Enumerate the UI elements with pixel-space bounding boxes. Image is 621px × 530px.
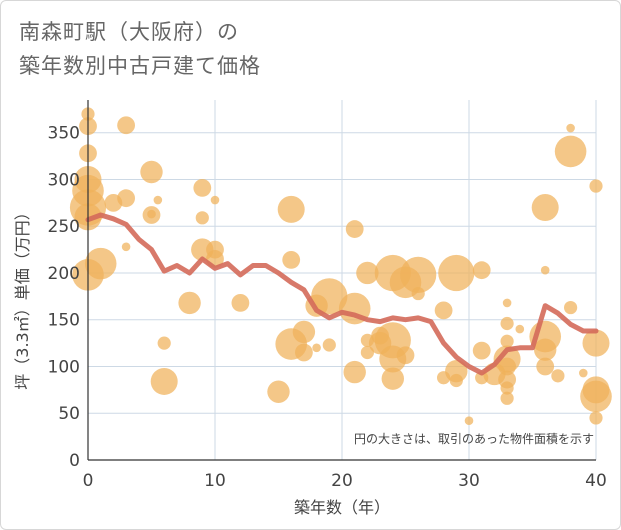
- bubble-point: [400, 256, 437, 293]
- bubble-point: [540, 265, 550, 275]
- bubble-point: [554, 135, 587, 168]
- chart-title: 南森町駅（大阪府）の 築年数別中古戸建て価格: [19, 15, 261, 83]
- bubble-point: [500, 334, 514, 348]
- y-tick-label: 200: [48, 264, 80, 284]
- bubble-point: [282, 250, 301, 269]
- bubble-point: [531, 194, 559, 222]
- bubble-point: [277, 195, 305, 223]
- x-tick-label: 0: [83, 471, 94, 491]
- bubble-point: [117, 116, 135, 135]
- bubble-point: [140, 160, 163, 184]
- x-tick-labels: 0 10 20 30 40: [83, 471, 607, 491]
- bubble-point: [500, 391, 514, 405]
- bubble-point: [396, 346, 415, 365]
- bubble-point: [117, 189, 135, 208]
- bubble-point: [150, 367, 178, 395]
- y-tick-labels: 0 50 100 150 200 250 300 350: [48, 124, 80, 471]
- grid-lines: [88, 100, 597, 460]
- bubble-point: [311, 278, 348, 315]
- bubble-point: [210, 195, 220, 205]
- bubble-point: [356, 261, 379, 285]
- bubble-point: [445, 359, 468, 383]
- bubble-point: [267, 380, 290, 403]
- bubble-point: [193, 178, 212, 197]
- bubble-point: [157, 336, 171, 350]
- x-tick-label: 40: [585, 471, 607, 491]
- bubble-point: [515, 324, 525, 334]
- bubble-point: [343, 360, 366, 384]
- chart-title-line-2: 築年数別中古戸建て価格: [19, 54, 261, 78]
- bubble-point: [231, 294, 250, 312]
- bubble-point: [589, 179, 603, 193]
- chart-title-line-1: 南森町駅（大阪府）の: [19, 20, 239, 44]
- bubble-point: [147, 209, 156, 219]
- bubble-point: [195, 211, 209, 225]
- bubble-point: [472, 341, 491, 360]
- bubble-point: [498, 357, 516, 376]
- bubble-point: [295, 343, 313, 362]
- y-tick-label: 100: [48, 357, 80, 377]
- y-tick-label: 150: [48, 311, 80, 331]
- bubble-point: [121, 242, 131, 252]
- bubble-point: [178, 291, 201, 315]
- x-tick-label: 30: [458, 471, 480, 491]
- bubble-point: [534, 338, 557, 361]
- bubble-layer: [69, 107, 612, 426]
- bubble-size-note: 円の大きさは、取引のあった物件面積を示す: [354, 431, 594, 446]
- x-axis-label: 築年数（年）: [294, 498, 390, 517]
- bubble-point: [536, 357, 555, 376]
- bubble-point: [292, 320, 316, 344]
- y-tick-label: 250: [48, 217, 80, 237]
- bubble-point: [551, 369, 565, 383]
- bubble-point: [502, 298, 512, 308]
- x-tick-label: 10: [204, 471, 226, 491]
- bubble-point: [582, 329, 610, 357]
- bubble-point: [312, 343, 321, 353]
- bubble-point: [153, 195, 163, 205]
- bubble-point: [381, 367, 404, 390]
- bubble-point: [580, 380, 612, 413]
- y-tick-label: 350: [48, 124, 80, 144]
- bubble-point: [345, 220, 364, 238]
- bubble-point: [500, 316, 514, 331]
- axes: [87, 100, 596, 461]
- y-tick-label: 50: [58, 404, 80, 424]
- bubble-point: [464, 416, 474, 426]
- bubble-point: [434, 301, 453, 320]
- bubble-point: [589, 411, 603, 425]
- bubble-point: [322, 338, 336, 352]
- bubble-point: [438, 254, 475, 292]
- bubble-point: [564, 300, 578, 315]
- bubble-point: [449, 373, 463, 388]
- bubble-point: [500, 381, 514, 395]
- x-tick-label: 20: [331, 471, 353, 491]
- bubble-point: [411, 286, 425, 301]
- y-tick-label: 0: [69, 451, 80, 471]
- y-axis-label: 坪（3.3㎡）単価（万円）: [13, 204, 32, 389]
- bubble-point: [472, 261, 491, 280]
- y-tick-label: 300: [48, 170, 80, 190]
- bubble-point: [84, 247, 117, 280]
- bubble-point: [579, 368, 588, 378]
- bubble-point: [566, 123, 575, 133]
- trend-line: [85, 212, 599, 376]
